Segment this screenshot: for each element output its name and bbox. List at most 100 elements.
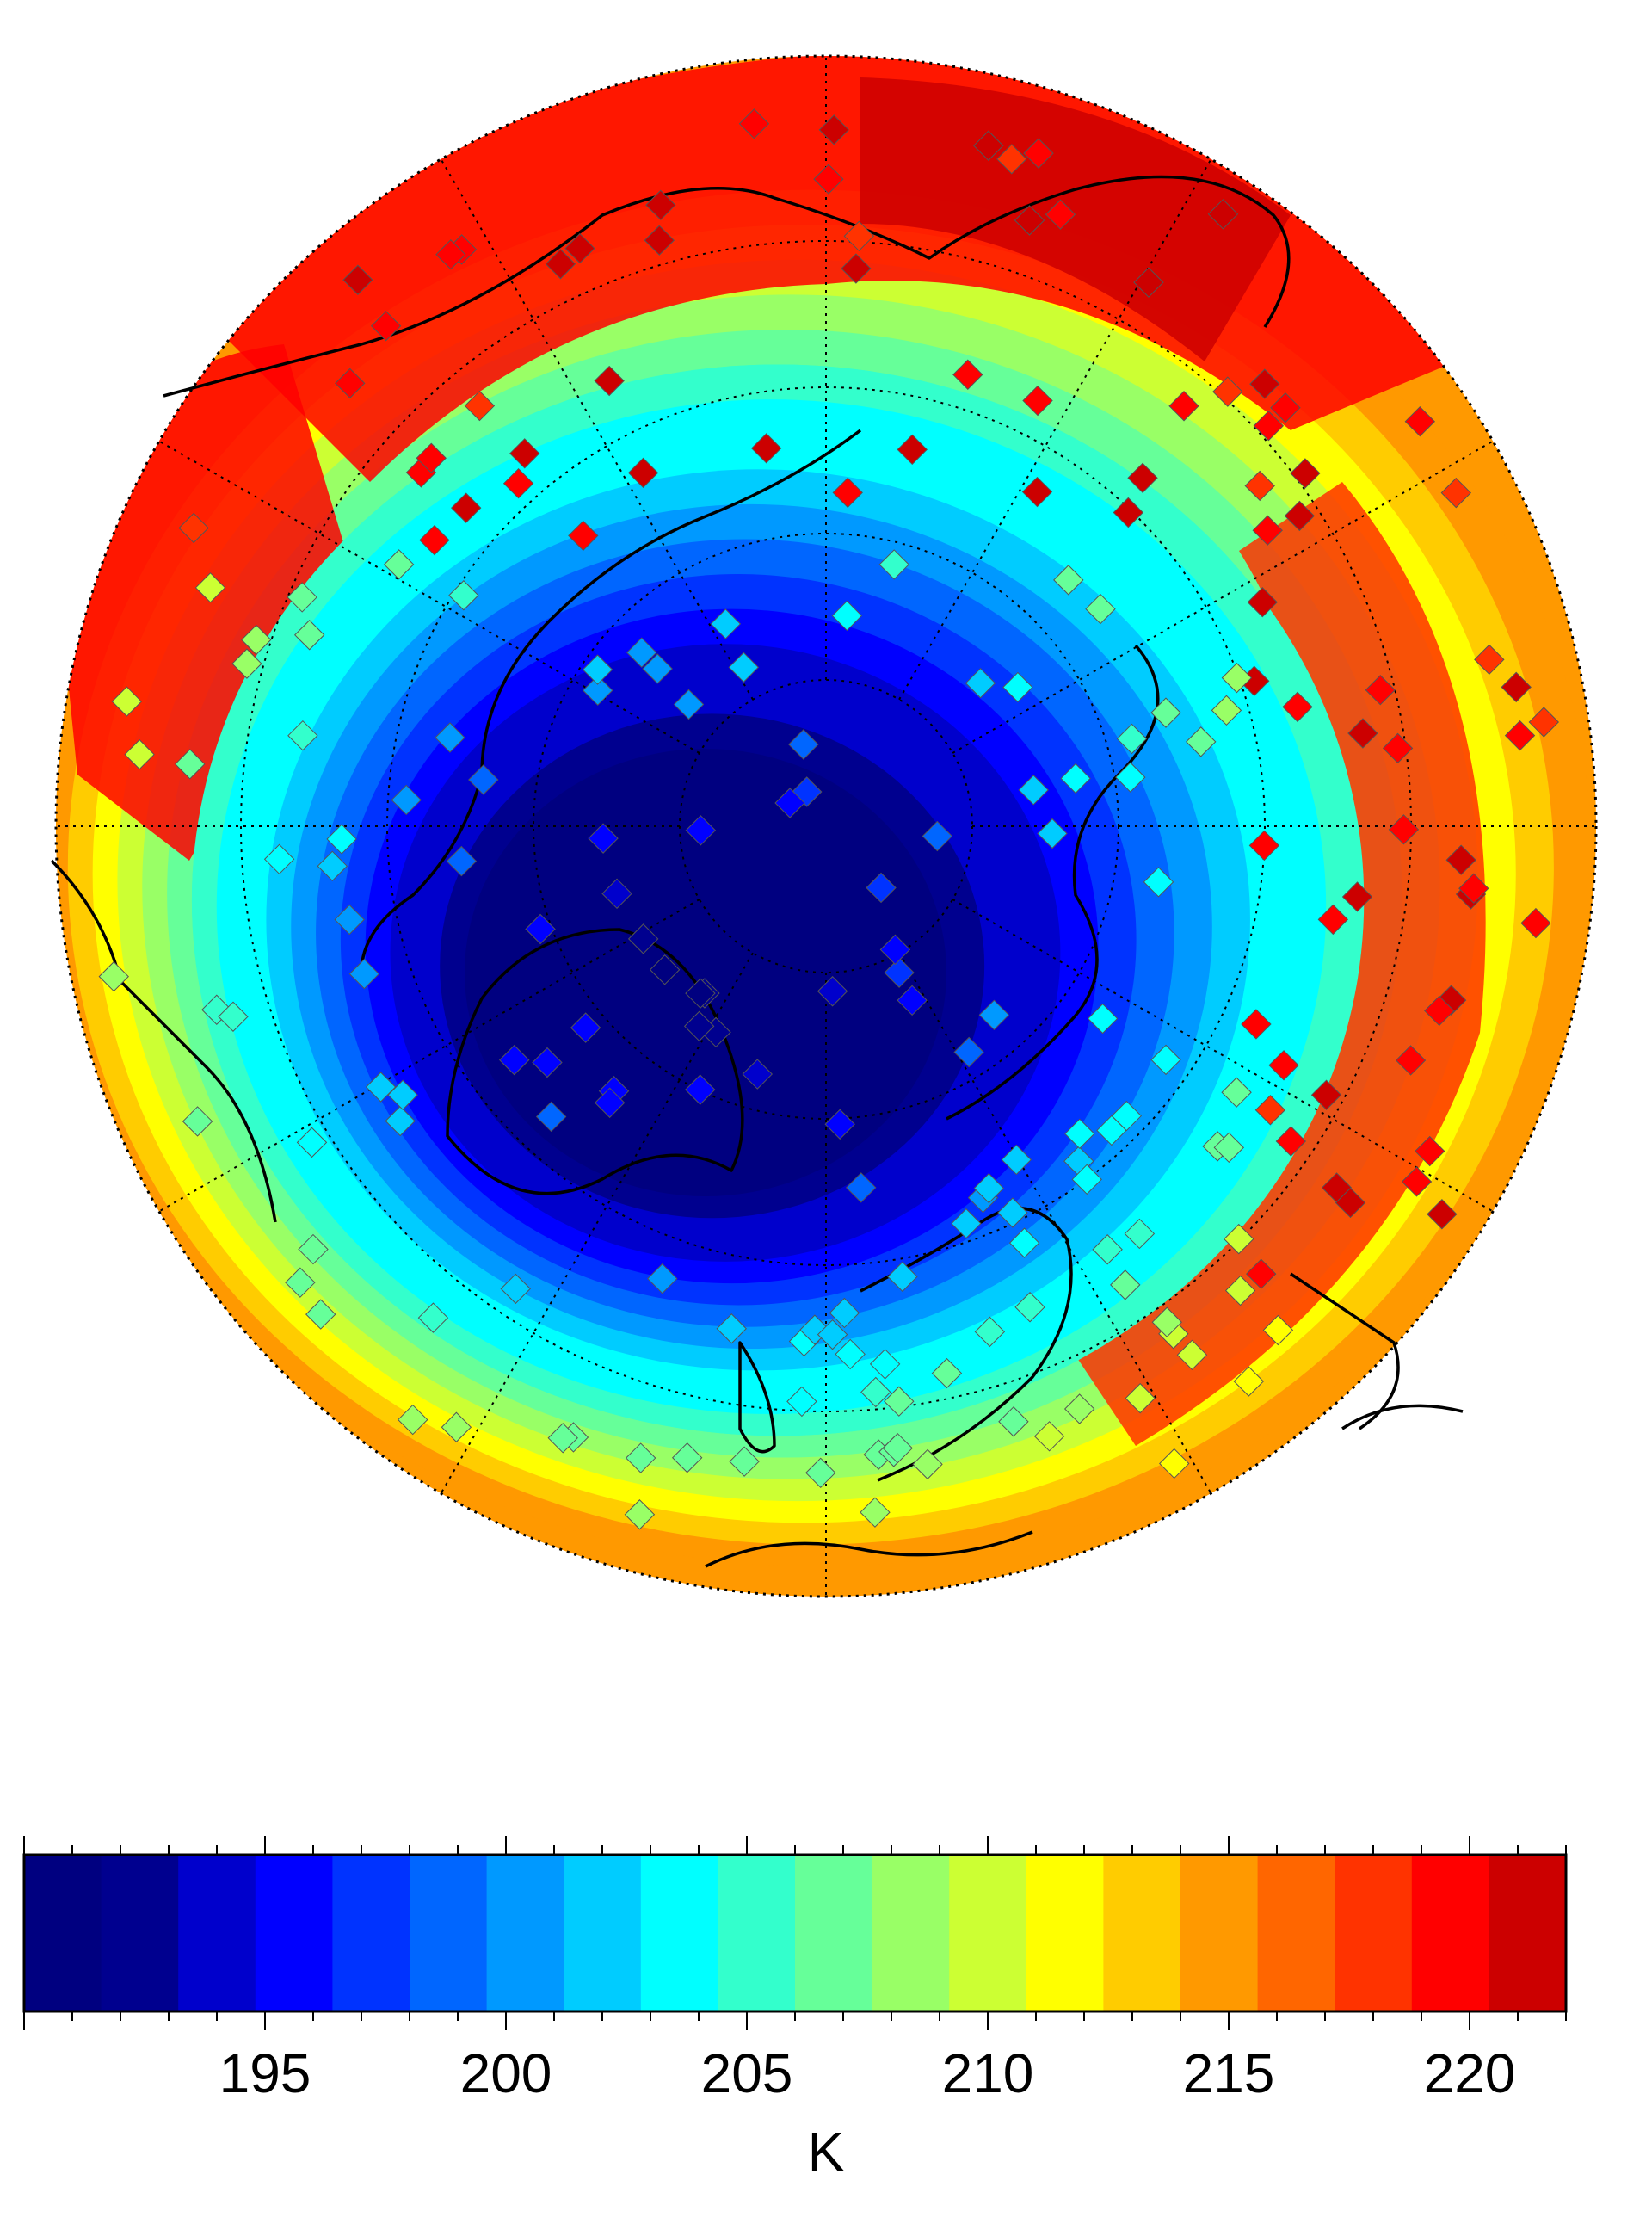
station-marker	[860, 1497, 891, 1528]
station-marker	[997, 1197, 1028, 1228]
station-marker	[1282, 691, 1313, 723]
meridian-line	[158, 440, 700, 754]
station-marker	[878, 549, 909, 580]
station-marker	[263, 843, 295, 875]
station-marker	[387, 1079, 418, 1110]
warm-region	[860, 77, 1291, 361]
station-marker	[1127, 462, 1158, 494]
station-marker	[843, 220, 875, 251]
station-marker	[1275, 1126, 1307, 1157]
station-marker	[788, 729, 819, 760]
station-marker	[450, 492, 482, 523]
station-marker	[1008, 1227, 1040, 1258]
station-marker	[965, 667, 996, 699]
station-marker	[824, 1109, 855, 1140]
station-marker	[1224, 1223, 1254, 1255]
colorbar-tick-label: 200	[459, 2042, 552, 2104]
station-marker	[973, 130, 1004, 161]
station-marker	[1116, 723, 1148, 755]
station-marker	[1110, 1269, 1141, 1300]
station-marker	[884, 1386, 915, 1417]
station-marker	[626, 637, 657, 668]
coastline	[738, 1341, 776, 1454]
station-marker	[953, 1036, 984, 1068]
coastline	[360, 429, 862, 973]
station-marker	[1071, 1164, 1102, 1195]
station-marker	[287, 582, 317, 613]
station-marker	[866, 872, 897, 904]
colorbar-swatch	[872, 1855, 950, 2011]
colorbar-tick-label: 220	[1423, 2042, 1516, 2104]
station-marker	[594, 365, 625, 397]
station-marker	[1395, 1045, 1427, 1076]
station-marker	[1133, 267, 1164, 298]
station-marker	[525, 913, 556, 945]
station-marker	[1284, 500, 1316, 532]
colorbar-tick-label: 210	[941, 2042, 1034, 2104]
station-marker	[685, 815, 717, 846]
station-marker	[441, 1411, 472, 1442]
station-markers	[98, 108, 1560, 1530]
contour-band	[465, 749, 946, 1196]
station-marker	[570, 1012, 601, 1043]
station-marker	[1244, 470, 1275, 502]
colorbar-frame	[22, 1853, 1568, 2013]
polar-map	[50, 54, 1598, 1598]
station-marker	[998, 1406, 1029, 1437]
station-marker	[317, 850, 348, 882]
station-marker	[1213, 1132, 1244, 1164]
station-marker	[738, 108, 770, 139]
coastline	[1290, 1272, 1400, 1430]
station-marker	[1168, 391, 1199, 422]
station-marker	[1143, 867, 1174, 898]
station-marker	[683, 1010, 715, 1042]
station-marker	[1092, 1234, 1123, 1265]
station-marker	[649, 954, 681, 985]
station-marker	[1365, 675, 1396, 706]
colorbar-swatch	[640, 1855, 718, 2011]
station-marker	[383, 549, 415, 580]
station-marker	[951, 1208, 982, 1239]
station-marker	[1424, 995, 1455, 1027]
station-marker	[978, 999, 1010, 1031]
station-marker	[728, 652, 760, 683]
station-marker	[1528, 707, 1560, 738]
colorbar-swatch	[178, 1855, 256, 2011]
colorbar-swatch	[1180, 1855, 1259, 2011]
station-marker	[535, 1101, 567, 1133]
station-marker	[882, 1432, 913, 1464]
station-marker	[1045, 199, 1076, 230]
station-marker	[1388, 814, 1420, 845]
station-marker	[1115, 762, 1146, 793]
station-marker	[647, 1263, 678, 1294]
station-marker	[1504, 720, 1536, 751]
station-marker	[1221, 662, 1253, 694]
station-marker	[348, 958, 380, 990]
colorbar-swatch	[564, 1855, 642, 2011]
station-marker	[1252, 515, 1283, 546]
station-marker	[729, 1446, 760, 1477]
station-marker	[1458, 873, 1489, 904]
station-marker	[293, 620, 325, 651]
meridian-line	[158, 899, 700, 1213]
station-marker	[326, 824, 357, 855]
coastline	[705, 1530, 1033, 1568]
colorbar-swatch	[332, 1855, 410, 2011]
colorbar-tick-label: 195	[219, 2042, 311, 2104]
station-marker	[952, 359, 983, 390]
station-marker	[1401, 1166, 1433, 1197]
station-marker	[502, 467, 534, 499]
station-marker	[1211, 695, 1242, 726]
station-marker	[365, 1072, 397, 1103]
station-marker	[1317, 904, 1349, 936]
station-marker	[468, 764, 499, 795]
station-marker	[887, 1261, 918, 1293]
colorbar-swatch	[486, 1855, 564, 2011]
station-marker	[897, 985, 928, 1016]
colorbar-swatch	[1103, 1855, 1181, 2011]
station-marker	[1254, 1095, 1286, 1126]
station-marker	[879, 934, 911, 966]
station-marker	[860, 1376, 891, 1408]
colorbar-swatch	[410, 1855, 488, 2011]
colorbar-swatch	[949, 1855, 1027, 2011]
